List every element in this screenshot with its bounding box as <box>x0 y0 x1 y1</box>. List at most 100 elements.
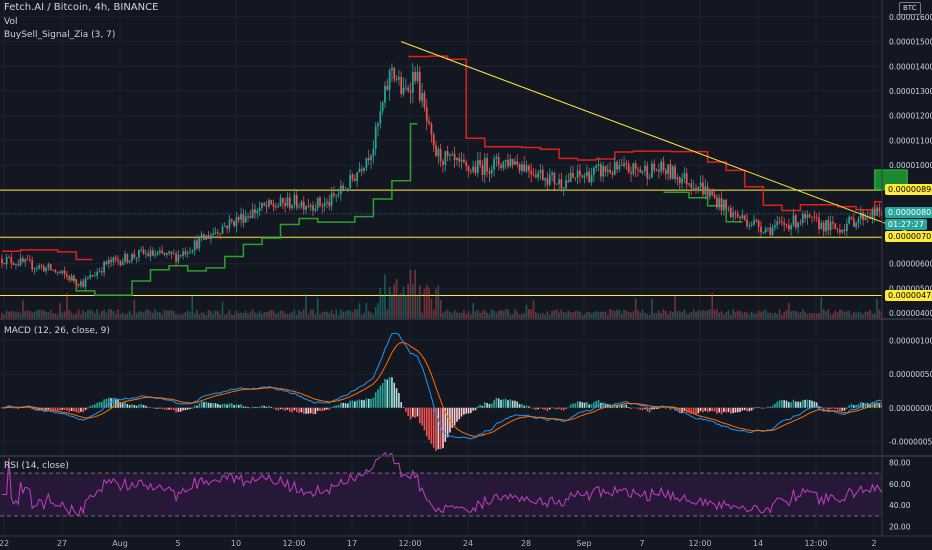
candle-body <box>165 253 168 255</box>
volume-bar <box>56 314 59 318</box>
candle-body <box>514 161 516 165</box>
volume-bar <box>96 309 98 318</box>
macd-histogram-bar <box>98 401 101 408</box>
macd-histogram-bar <box>66 407 68 411</box>
candle-body <box>797 222 800 228</box>
time-tick-label: 24 <box>463 539 473 548</box>
macd-histogram-bar <box>435 407 437 451</box>
macd-histogram-bar <box>112 397 115 408</box>
candle-body <box>720 198 723 211</box>
volume-bar <box>825 311 827 318</box>
macd-histogram-bar <box>808 400 811 408</box>
macd-histogram-bar <box>351 400 354 408</box>
candle-body <box>179 254 182 256</box>
currency-badge[interactable]: BTC <box>899 2 921 15</box>
candle-body <box>281 197 284 203</box>
volume-bar <box>66 292 68 318</box>
macd-histogram-bar <box>196 405 198 408</box>
volume-bar <box>588 312 591 318</box>
macd-histogram-bar <box>56 407 59 411</box>
candle-body <box>743 215 746 220</box>
candle-body <box>82 281 85 288</box>
macd-histogram-bar <box>839 407 841 411</box>
candle-body <box>117 259 119 261</box>
price-tick-label: 0.00000500 <box>889 284 932 293</box>
macd-histogram-bar <box>189 407 191 410</box>
volume-bar <box>736 310 739 318</box>
candle-body <box>156 252 159 255</box>
macd-histogram-bar <box>681 407 683 413</box>
macd-histogram-bar <box>298 407 300 414</box>
volume-bar <box>353 309 356 318</box>
candle-body <box>307 206 310 207</box>
macd-histogram-bar <box>574 403 577 408</box>
candle-body <box>346 188 349 190</box>
candle-body <box>356 172 359 181</box>
price-pane[interactable] <box>0 41 915 297</box>
indicator-label[interactable]: BuySell_Signal_Zia (3, 7) <box>4 30 116 40</box>
candle-body <box>351 174 354 179</box>
volume-bar <box>509 314 512 318</box>
volume-bar <box>312 309 314 318</box>
candle-body <box>845 223 848 232</box>
macd-histogram-bar <box>168 407 170 410</box>
candle-body <box>774 225 776 228</box>
volume-bar <box>391 293 393 318</box>
macd-histogram-bar <box>247 406 249 408</box>
macd-histogram-bar <box>739 407 741 412</box>
macd-histogram-bar <box>660 406 662 408</box>
time-tick-label: 12:00 <box>282 539 305 548</box>
volume-bar <box>358 303 361 318</box>
macd-histogram-bar <box>412 407 414 417</box>
macd-histogram-bar <box>757 407 760 408</box>
candle-body <box>567 180 570 182</box>
macd-histogram-bar <box>781 399 783 408</box>
macd-histogram-bar <box>699 407 702 412</box>
macd-histogram-bar <box>620 404 623 408</box>
macd-histogram-bar <box>523 405 526 408</box>
volume-bar <box>284 313 286 318</box>
volume-bar <box>528 309 530 318</box>
macd-label[interactable]: MACD (12, 26, close, 9) <box>4 326 110 336</box>
volume-bar <box>52 313 54 318</box>
volume-bar <box>748 314 751 318</box>
macd-histogram-bar <box>365 398 368 408</box>
volume-bar <box>212 314 215 318</box>
rsi-pane[interactable] <box>0 451 883 517</box>
macd-pane[interactable] <box>1 332 883 451</box>
volume-bar <box>425 284 428 318</box>
candle-body <box>284 202 287 206</box>
volume-bar <box>124 314 126 318</box>
candle-body <box>711 191 714 196</box>
macd-histogram-bar <box>316 407 319 411</box>
volume-bar <box>89 309 92 318</box>
candle-body <box>859 212 862 219</box>
candle-body <box>379 111 382 124</box>
candle-body <box>530 170 533 175</box>
candle-body <box>790 225 793 230</box>
candle-body <box>746 219 748 227</box>
volume-bar <box>217 310 219 318</box>
macd-histogram-bar <box>697 407 700 414</box>
macd-histogram-bar <box>548 407 551 410</box>
price-tick-label: 0.00001300 <box>889 87 932 96</box>
trendline[interactable] <box>401 41 915 235</box>
volume-bar <box>182 314 184 318</box>
pane-separators[interactable] <box>0 318 932 457</box>
candle-body <box>511 158 514 165</box>
candle-body <box>451 154 454 155</box>
candle-body <box>588 171 591 183</box>
candle-body <box>446 151 449 156</box>
volume-bar <box>593 312 595 318</box>
candle-body <box>648 177 651 179</box>
candle-body <box>135 257 138 259</box>
macd-histogram-bar <box>59 407 61 411</box>
macd-histogram-bar <box>748 407 751 412</box>
rsi-label[interactable]: RSI (14, close) <box>4 461 69 471</box>
volume-bar <box>723 314 725 318</box>
price-tick-label: 0.00001200 <box>889 112 932 121</box>
time-tick-label: 10 <box>231 539 241 548</box>
macd-histogram-bar <box>460 407 463 417</box>
macd-histogram-bar <box>100 401 103 408</box>
